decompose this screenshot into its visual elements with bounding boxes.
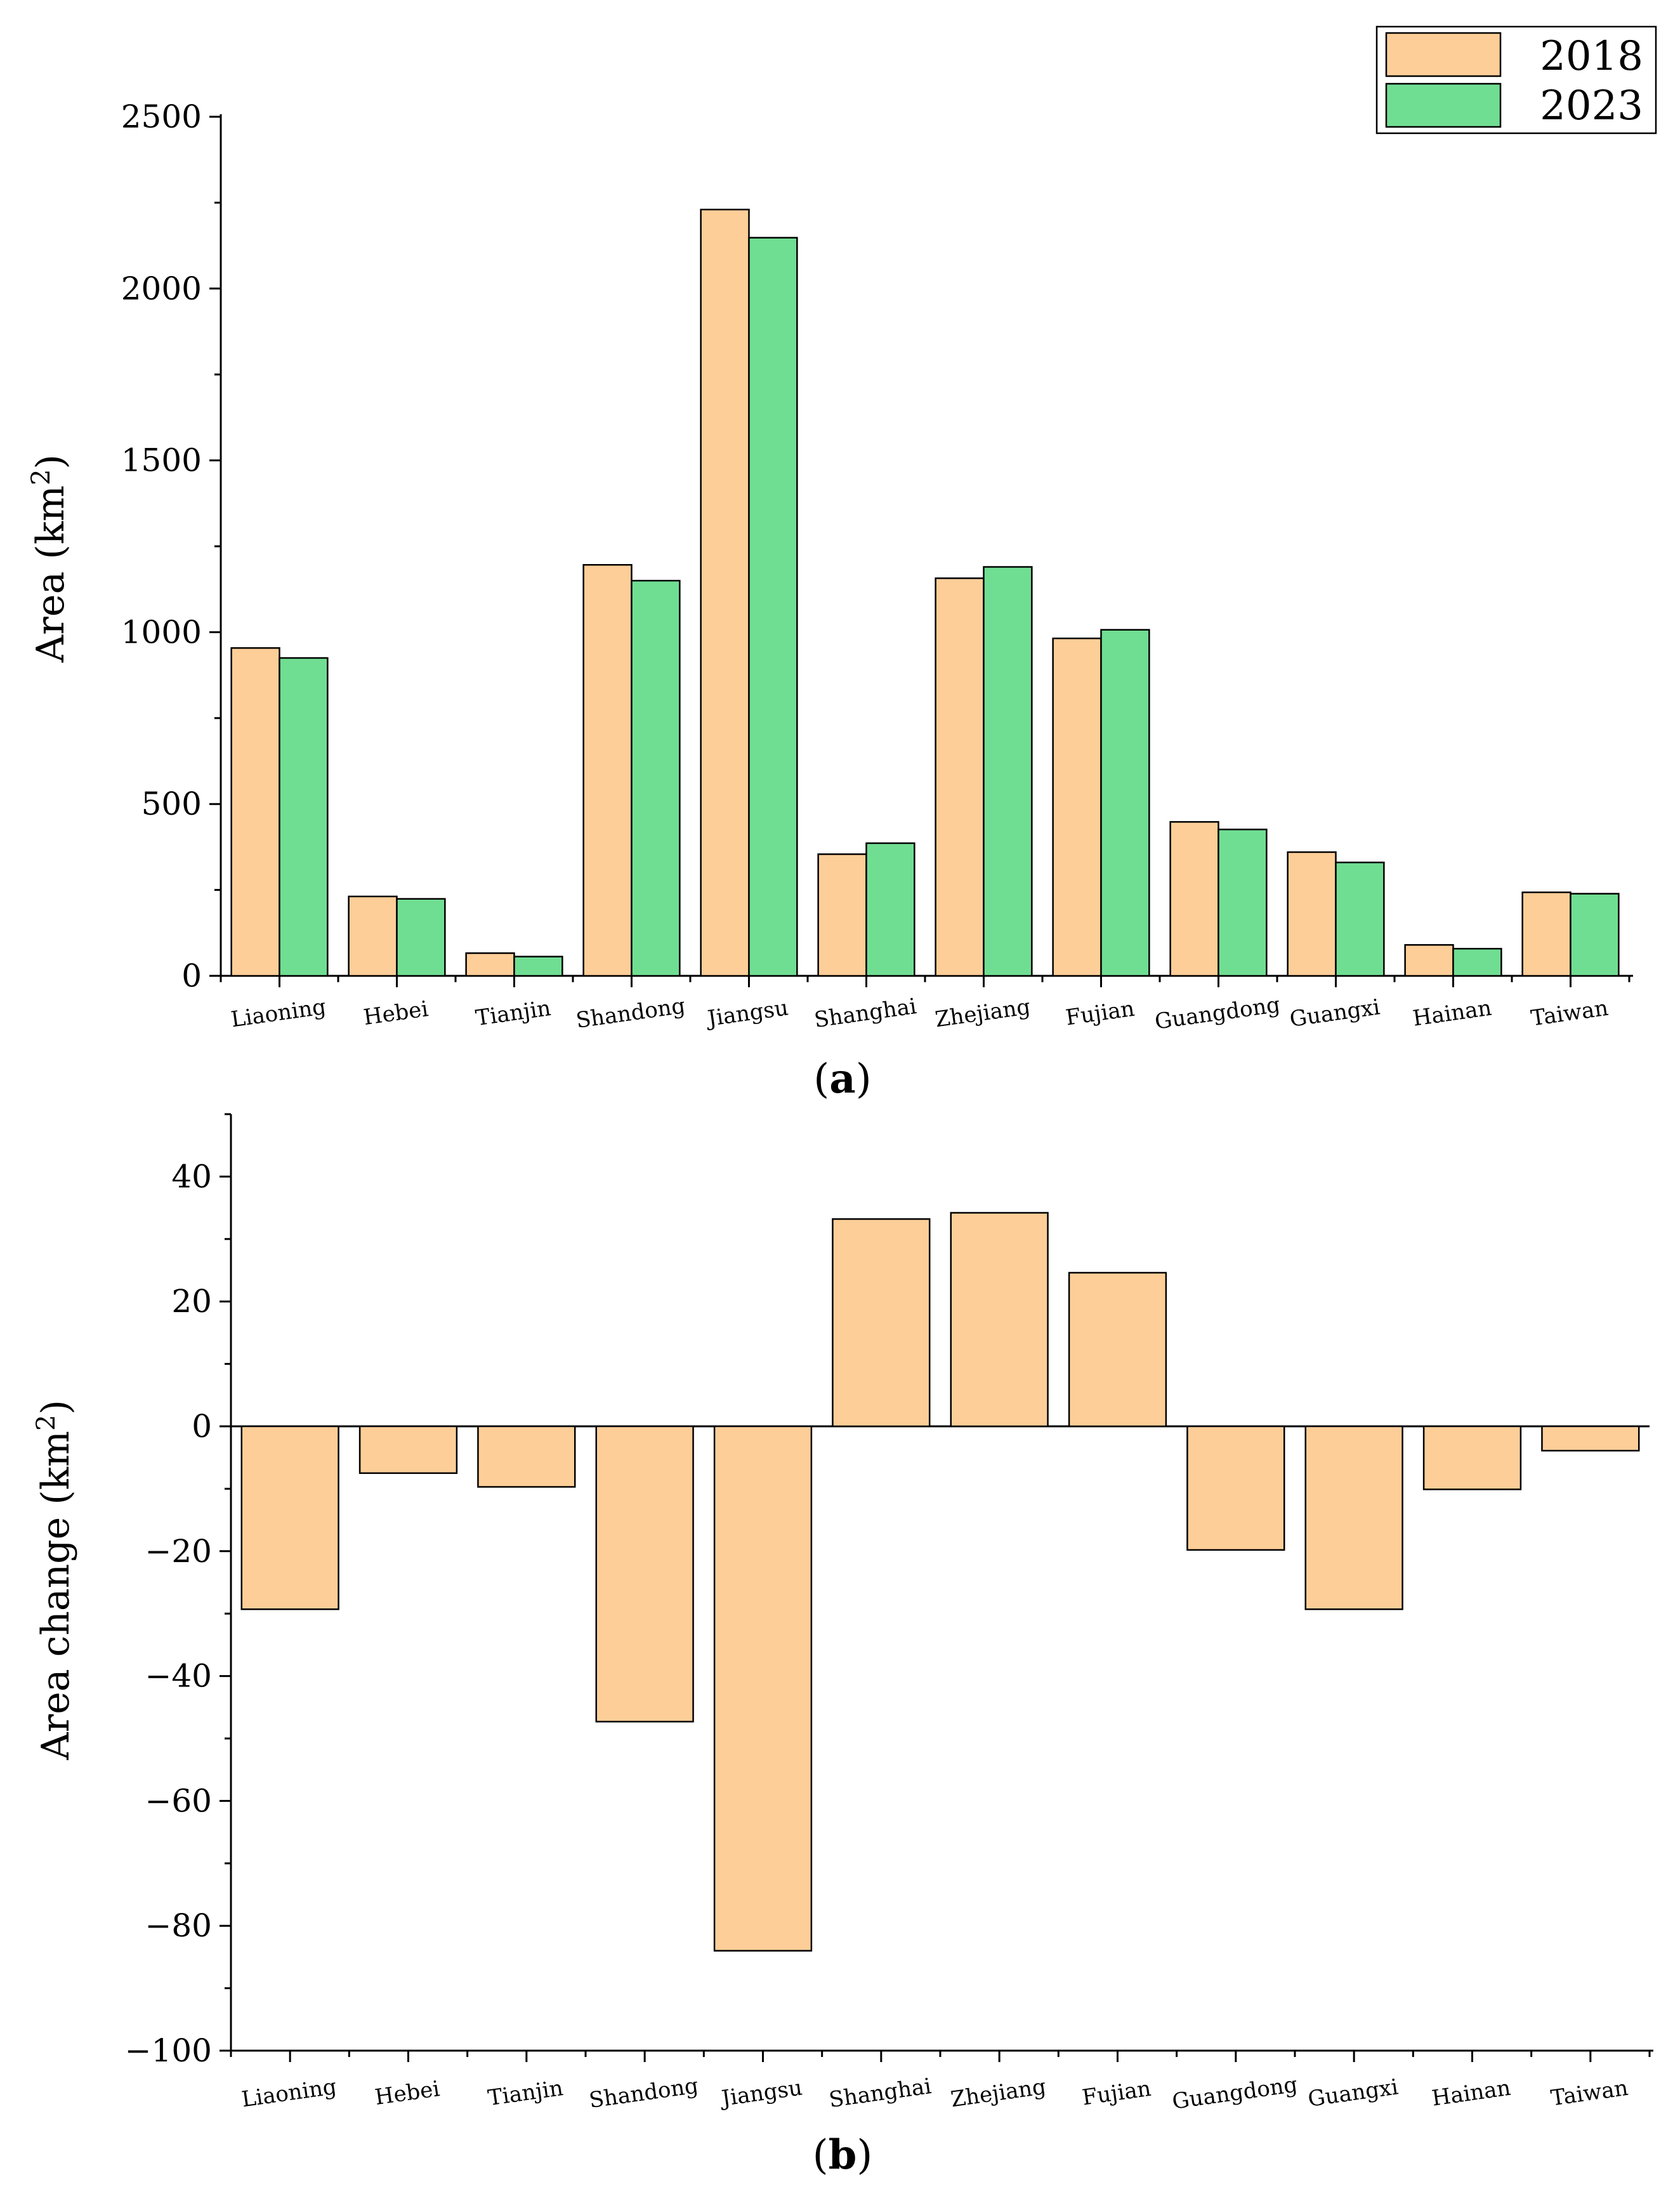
panel-a-bar-guangxi-2023 bbox=[1335, 862, 1385, 977]
panel-a-bar-guangdong-2018 bbox=[1169, 821, 1219, 977]
panel-b-y-axis-title: Area change (km2) bbox=[32, 1400, 78, 1761]
panel-b-bar-zhejiang-area-change bbox=[950, 1212, 1049, 1428]
panel-a-y-tick-label: 2500 bbox=[121, 98, 202, 135]
panel-a-x-tick-label: Hebei bbox=[362, 996, 430, 1030]
panel-b-x-tick-label: Taiwan bbox=[1549, 2075, 1630, 2112]
panel-a-bar-tianjin-2018 bbox=[465, 952, 515, 977]
panel-a-x-tick-label: Fujian bbox=[1064, 996, 1136, 1031]
panel-a-bar-hainan-2023 bbox=[1452, 947, 1502, 977]
panel-b-chart: −100 −80 −60 −40 −20 0 20 40 Liaoning Hebei Tianji… bbox=[125, 1113, 1653, 2115]
panel-b-y-tick-label: −20 bbox=[145, 1533, 212, 1570]
panel-a-x-tick-label: Tianjin bbox=[474, 996, 552, 1031]
panel-b-bar-guangdong-area-change bbox=[1186, 1425, 1285, 1551]
panel-b-bar-shandong-area-change bbox=[595, 1425, 694, 1723]
panel-a-bar-jiangsu-2023 bbox=[748, 237, 798, 977]
panel-a-bar-shanghai-2023 bbox=[865, 842, 915, 977]
panel-a-bar-fujian-2018 bbox=[1052, 637, 1102, 977]
panel-b-y-tick-label: −60 bbox=[145, 1782, 212, 1819]
panel-a-y-tick-label: 1500 bbox=[121, 442, 202, 479]
panel-a-y-tick-label: 1000 bbox=[121, 614, 202, 650]
legend-label-2023: 2023 bbox=[1540, 82, 1643, 129]
panel-a-bar-shandong-2023 bbox=[631, 579, 681, 977]
panel-a-x-tick-label: Zhejiang bbox=[933, 994, 1032, 1033]
panel-a-bar-tianjin-2023 bbox=[513, 956, 563, 977]
panel-b-y-tick-label: 40 bbox=[171, 1158, 212, 1195]
panel-b-x-tick-label: Shandong bbox=[587, 2073, 700, 2113]
panel-a-x-tick-label: Hainan bbox=[1411, 996, 1493, 1032]
legend-swatch-2018 bbox=[1385, 32, 1502, 77]
panel-b-bar-jiangsu-area-change bbox=[713, 1425, 813, 1952]
panel-b-bar-tianjin-area-change bbox=[477, 1425, 576, 1488]
panel-a-y-tick-label: 0 bbox=[181, 957, 202, 994]
panel-a-bar-zhejiang-2023 bbox=[983, 566, 1033, 977]
panel-b-bar-liaoning-area-change bbox=[240, 1425, 339, 1610]
panel-a-bar-guangxi-2018 bbox=[1287, 851, 1337, 977]
panel-b-bar-fujian-area-change bbox=[1068, 1272, 1167, 1428]
panel-a-x-tick-label: Shanghai bbox=[813, 994, 918, 1033]
panel-a-bar-shanghai-2018 bbox=[817, 853, 867, 977]
panel-b-x-tick-label: Hainan bbox=[1430, 2075, 1512, 2112]
panel-a-bar-liaoning-2018 bbox=[230, 647, 280, 977]
panel-b-x-tick-label: Guangxi bbox=[1306, 2074, 1400, 2112]
panel-b-bar-taiwan-area-change bbox=[1541, 1425, 1640, 1452]
panel-b-y-tick-label: −100 bbox=[125, 2032, 212, 2069]
panel-b-bar-guangxi-area-change bbox=[1304, 1425, 1403, 1610]
panel-a-x-tick-label: Jiangsu bbox=[704, 995, 790, 1032]
panel-b-x-tick-label: Liaoning bbox=[240, 2074, 338, 2113]
panel-a-y-tick-label: 500 bbox=[141, 785, 202, 822]
panel-a-bar-jiangsu-2018 bbox=[700, 208, 750, 977]
panel-a-y-tick-label: 2000 bbox=[121, 270, 202, 307]
panel-b-x-tick-label: Shanghai bbox=[827, 2073, 933, 2113]
panel-b-bar-hainan-area-change bbox=[1422, 1425, 1522, 1490]
panel-a-x-tick-label: Taiwan bbox=[1530, 996, 1610, 1032]
panel-a-x-tick-label: Liaoning bbox=[230, 994, 328, 1033]
legend-label-2018: 2018 bbox=[1540, 33, 1643, 80]
panel-a-bar-hebei-2023 bbox=[396, 898, 446, 977]
panel-b-x-tick-label: Fujian bbox=[1080, 2076, 1153, 2111]
legend: 2018 2023 bbox=[1375, 25, 1657, 135]
panel-b-bar-shanghai-area-change bbox=[832, 1218, 931, 1428]
panel-b-y-tick-label: −40 bbox=[145, 1658, 212, 1695]
panel-b-y-tick-label: 0 bbox=[192, 1408, 212, 1445]
panel-b-y-tick-label: 20 bbox=[171, 1283, 212, 1320]
panel-a-bar-guangdong-2023 bbox=[1217, 829, 1268, 977]
panel-b-x-tick-label: Guangdong bbox=[1171, 2072, 1299, 2114]
panel-b-label: (b) bbox=[813, 2131, 873, 2179]
panel-a-bar-liaoning-2023 bbox=[279, 657, 329, 977]
panel-a-bar-hainan-2018 bbox=[1404, 944, 1454, 977]
panel-b-x-tick-label: Hebei bbox=[373, 2076, 441, 2110]
panel-a-bar-hebei-2018 bbox=[348, 895, 398, 977]
panel-a-label: (a) bbox=[813, 1055, 871, 1103]
panel-a-bar-taiwan-2023 bbox=[1570, 893, 1620, 977]
panel-a-y-axis-title: Area (km2) bbox=[27, 454, 73, 663]
panel-b-x-tick-label: Tianjin bbox=[487, 2075, 565, 2111]
panel-b-x-tick-label: Zhejiang bbox=[949, 2074, 1047, 2113]
panel-a-chart: 0 500 1000 1500 2000 2500 Liaoning Hebei Tianjin… bbox=[121, 98, 1633, 1035]
panel-b-bar-hebei-area-change bbox=[358, 1425, 458, 1475]
panel-a-x-tick-label: Shandong bbox=[574, 993, 686, 1034]
panel-a-bar-zhejiang-2018 bbox=[935, 577, 985, 977]
panel-a-x-tick-label: Guangdong bbox=[1153, 992, 1282, 1034]
panel-a-bar-fujian-2023 bbox=[1100, 629, 1150, 977]
panel-a-x-tick-label: Guangxi bbox=[1288, 994, 1381, 1032]
panel-b-x-tick-label: Jiangsu bbox=[718, 2075, 804, 2112]
panel-b-y-tick-label: −80 bbox=[145, 1907, 212, 1944]
panel-a-bar-taiwan-2018 bbox=[1521, 891, 1572, 977]
panel-a-bar-shandong-2018 bbox=[582, 563, 633, 977]
legend-swatch-2023 bbox=[1385, 82, 1502, 128]
